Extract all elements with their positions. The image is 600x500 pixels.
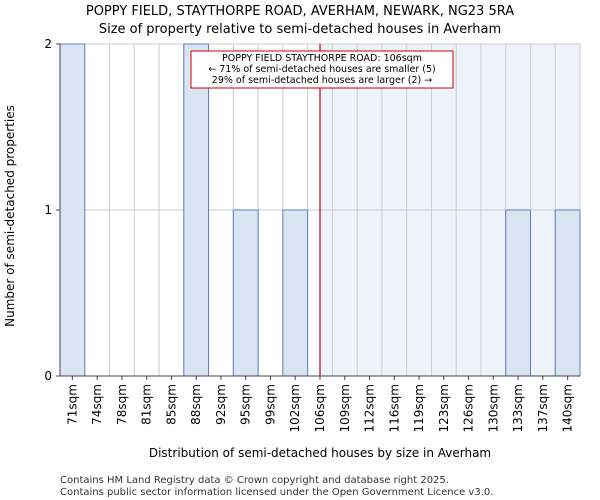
annotation-box bbox=[190, 50, 454, 89]
y-tick-label: 1 bbox=[44, 203, 52, 217]
x-tick-label: 106sqm bbox=[313, 384, 327, 432]
x-tick-label: 112sqm bbox=[363, 384, 377, 432]
annotation-line1: POPPY FIELD STAYTHORPE ROAD: 106sqm bbox=[222, 53, 422, 64]
x-tick-label: 126sqm bbox=[462, 384, 476, 432]
x-axis-label: Distribution of semi-detached houses by … bbox=[149, 446, 491, 460]
x-tick-label: 109sqm bbox=[338, 384, 352, 432]
x-tick-label: 95sqm bbox=[239, 384, 253, 425]
y-axis-label: Number of semi-detached properties bbox=[3, 105, 17, 327]
bar-102sqm bbox=[282, 209, 309, 377]
bar-140sqm bbox=[554, 209, 581, 377]
bar-88sqm bbox=[183, 43, 210, 377]
x-tick-label: 123sqm bbox=[437, 384, 451, 432]
x-tick-label: 81sqm bbox=[140, 384, 154, 425]
x-tick-label: 137sqm bbox=[536, 384, 550, 432]
annotation-line2: ← 71% of semi-detached houses are smalle… bbox=[208, 64, 436, 75]
x-tick-label: 71sqm bbox=[65, 384, 79, 425]
x-tick-label: 133sqm bbox=[511, 384, 525, 432]
chart-subtitle: Size of property relative to semi-detach… bbox=[99, 22, 501, 37]
x-tick-label: 88sqm bbox=[189, 384, 203, 425]
x-tick-label: 78sqm bbox=[115, 384, 129, 425]
chart-title: POPPY FIELD, STAYTHORPE ROAD, AVERHAM, N… bbox=[86, 4, 514, 19]
bar-71sqm bbox=[59, 43, 86, 377]
annotation-line3: 29% of semi-detached houses are larger (… bbox=[212, 75, 432, 86]
x-tick-label: 74sqm bbox=[90, 384, 104, 425]
y-tick-label: 2 bbox=[44, 37, 52, 51]
footer-line-1: Contains HM Land Registry data © Crown c… bbox=[60, 475, 449, 486]
x-tick-label: 92sqm bbox=[214, 384, 228, 425]
x-tick-label: 140sqm bbox=[561, 384, 575, 432]
footer-line-2: Contains public sector information licen… bbox=[60, 487, 493, 498]
y-tick-label: 0 bbox=[44, 369, 52, 383]
x-tick-label: 130sqm bbox=[486, 384, 500, 432]
x-tick-label: 102sqm bbox=[288, 384, 302, 432]
bar-95sqm bbox=[232, 209, 259, 377]
x-tick-label: 99sqm bbox=[263, 384, 277, 425]
x-tick-label: 85sqm bbox=[164, 384, 178, 425]
x-tick-label: 119sqm bbox=[412, 384, 426, 432]
x-tick-label: 116sqm bbox=[387, 384, 401, 432]
bar-133sqm bbox=[505, 209, 531, 377]
